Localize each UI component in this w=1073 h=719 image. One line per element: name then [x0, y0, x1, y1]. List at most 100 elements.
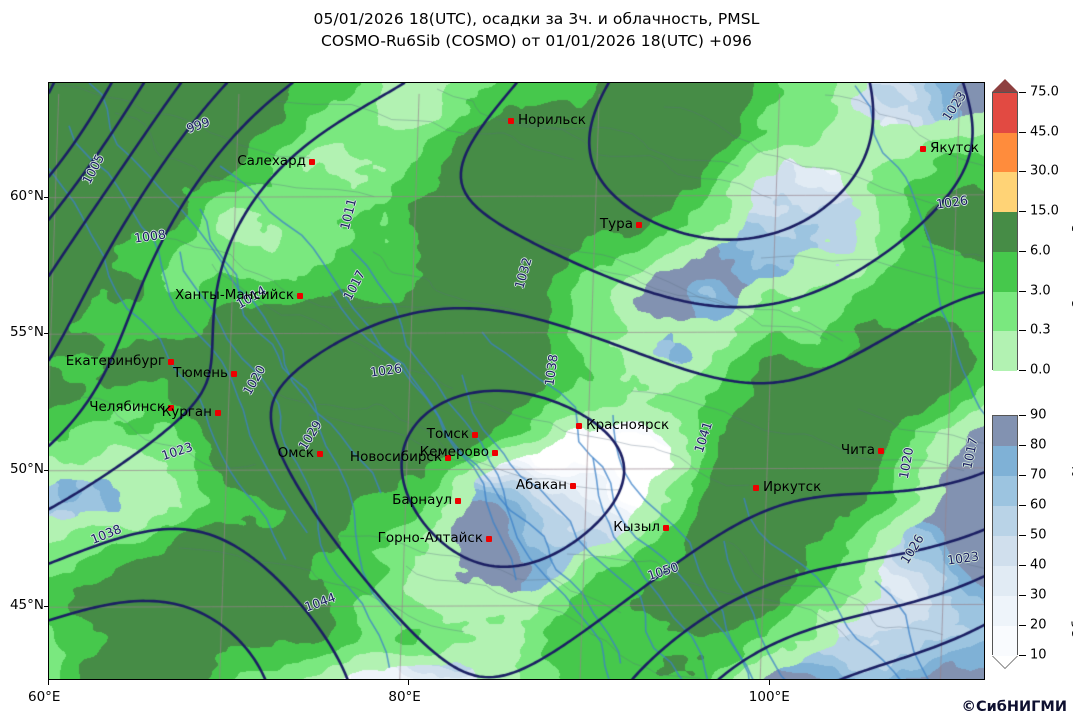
colorbar-segment — [993, 251, 1017, 292]
city-marker-dot[interactable] — [486, 536, 492, 542]
city-label: Норильск — [518, 112, 586, 128]
colorbar-segment — [993, 93, 1017, 133]
colorbar-tick-label: 0.3 — [1030, 322, 1051, 338]
colorbar-tick-mark — [1019, 92, 1026, 93]
colorbar-tick-label: 50 — [1030, 527, 1047, 543]
city-label: Екатеринбург — [65, 353, 165, 369]
city-marker-dot[interactable] — [753, 485, 759, 491]
colorbar-extend-min-arrow — [992, 655, 1018, 668]
colorbar-tick-label: 60 — [1030, 497, 1047, 513]
colorbar-tick-mark — [1019, 625, 1026, 626]
colorbar-tick-mark — [1019, 370, 1026, 371]
chart-title-block: 05/01/2026 18(UTC), осадки за 3ч. и обла… — [0, 10, 1073, 50]
city-marker-dot[interactable] — [636, 222, 642, 228]
city-marker-dot[interactable] — [309, 159, 315, 165]
colorbar-tick-mark — [1019, 475, 1026, 476]
page-subtitle: COSMO-Ru6Sib (COSMO) от 01/01/2026 18(UT… — [320, 32, 753, 50]
city-label: Курган — [161, 404, 212, 420]
colorbar-tick-label: 40 — [1030, 557, 1047, 573]
colorbar-tick-mark — [1019, 171, 1026, 173]
city-label: Кемерово — [419, 444, 489, 460]
city-label: Барнаул — [392, 492, 452, 508]
city-marker-dot[interactable] — [472, 432, 478, 438]
city-marker-dot[interactable] — [445, 455, 451, 461]
colorbar-tick-label: 10 — [1030, 647, 1047, 663]
city-marker-dot[interactable] — [570, 483, 576, 489]
colorbar-segment — [993, 446, 1017, 476]
watermark: ©СибНИГМИ — [961, 699, 1067, 715]
colorbar-tick-label: 80 — [1030, 437, 1047, 453]
colorbar-tick-mark — [1019, 505, 1026, 506]
city-marker-dot[interactable] — [317, 451, 323, 457]
city-marker-dot[interactable] — [168, 405, 174, 411]
city-label: Якутск — [930, 140, 979, 156]
city-label: Красноярск — [586, 417, 670, 433]
colorbar-tick-mark — [1019, 330, 1026, 332]
colorbar-segment — [993, 331, 1017, 371]
colorbar-tick-label: 75.0 — [1030, 84, 1059, 100]
city-marker-dot[interactable] — [492, 450, 498, 456]
colorbar-segment — [993, 536, 1017, 566]
x-axis-tick-label: 100°E — [748, 689, 790, 705]
city-label: Абакан — [515, 477, 567, 493]
weather-map[interactable]: 999 1005 1008 1011 1014 1017 1032 1026 1038 1020 1… — [48, 82, 985, 680]
colorbar-segment — [993, 476, 1017, 506]
x-axis-tick-mark — [768, 680, 770, 685]
city-label: Томск — [426, 426, 469, 442]
colorbar-segment — [993, 291, 1017, 332]
colorbar-extend-max-arrow — [992, 79, 1018, 92]
colorbar-segment — [993, 506, 1017, 536]
city-label: Кызыл — [613, 519, 660, 535]
city-marker-dot[interactable] — [215, 410, 221, 416]
map-raster-canvas — [49, 83, 984, 679]
city-label: Тура — [599, 216, 633, 232]
city-label: Челябинск — [89, 399, 165, 415]
city-label: Иркутск — [763, 479, 822, 495]
colorbar-tick-mark — [1019, 211, 1026, 213]
colorbar-tick-label: 30 — [1030, 587, 1047, 603]
colorbar-tick-mark — [1019, 595, 1026, 596]
colorbar-segment — [993, 416, 1017, 446]
city-marker-dot[interactable] — [168, 359, 174, 365]
city-marker-dot[interactable] — [231, 371, 237, 377]
colorbar-tick-label: 15.0 — [1030, 203, 1059, 219]
y-axis-tick-label: 45°N — [9, 597, 44, 614]
city-label: Новосибирск — [349, 449, 442, 465]
colorbar-segment — [993, 212, 1017, 252]
y-axis-tick-label: 60°N — [9, 187, 44, 204]
city-marker-dot[interactable] — [455, 498, 461, 504]
city-label: Ханты-Мансийск — [174, 287, 294, 303]
colorbar-tick-mark — [1019, 535, 1026, 536]
city-marker-dot[interactable] — [576, 423, 582, 429]
city-label: Тюмень — [173, 365, 228, 381]
colorbar-tick-mark — [1019, 290, 1026, 292]
city-label: Омск — [277, 445, 314, 461]
colorbar-tick-label: 30.0 — [1030, 163, 1059, 179]
colorbar-segment — [993, 626, 1017, 656]
colorbar-segment — [993, 132, 1017, 173]
colorbar-tick-mark — [1019, 565, 1026, 566]
x-axis-tick-label: 80°E — [388, 689, 421, 705]
colorbar-tick-label: 70 — [1030, 467, 1047, 483]
colorbar-segment — [993, 566, 1017, 596]
colorbar-tick-label: 3.0 — [1030, 283, 1051, 299]
colorbar-segment — [993, 172, 1017, 213]
city-marker-dot[interactable] — [663, 525, 669, 531]
colorbar-tick-label: 45.0 — [1030, 124, 1059, 140]
city-marker-dot[interactable] — [920, 146, 926, 152]
city-label: Салехард — [237, 153, 306, 169]
colorbar-tick-mark — [1019, 445, 1026, 446]
colorbar-tick-mark — [1019, 250, 1026, 252]
colorbar-tick-mark — [1019, 655, 1026, 656]
city-marker-dot[interactable] — [508, 118, 514, 124]
colorbar-tick-label: 6.0 — [1030, 243, 1051, 259]
city-label: Горно-Алтайск — [377, 530, 483, 546]
colorbar-tick-mark — [1019, 131, 1026, 133]
city-marker-dot[interactable] — [878, 448, 884, 454]
x-axis-tick-label: 60°E — [28, 689, 61, 705]
city-marker-dot[interactable] — [297, 293, 303, 299]
x-axis-tick-mark — [48, 680, 49, 685]
x-axis-tick-mark — [408, 680, 410, 685]
colorbar-gradient-body — [992, 92, 1018, 371]
y-axis-tick-label: 50°N — [9, 460, 44, 477]
